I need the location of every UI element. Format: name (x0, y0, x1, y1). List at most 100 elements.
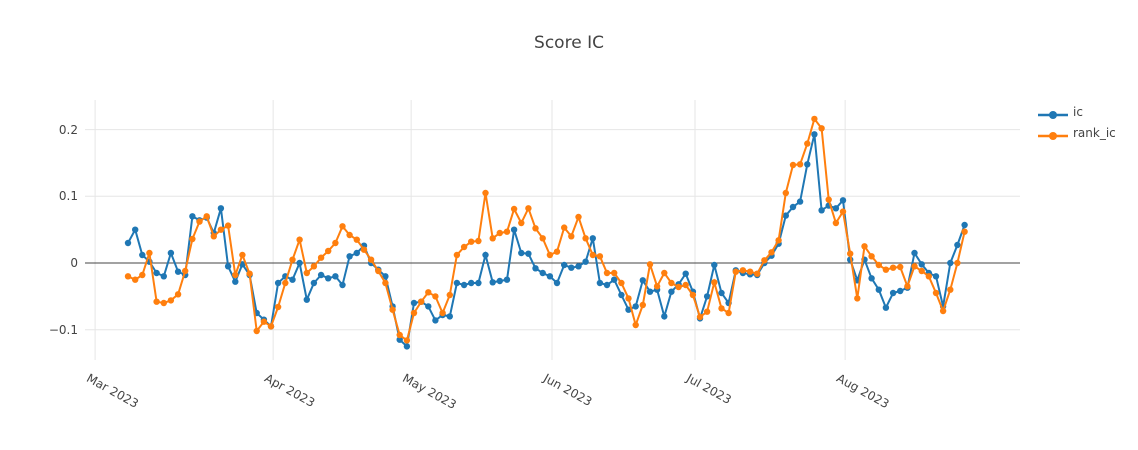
rank_ic-marker (639, 301, 646, 309)
ic-marker (525, 250, 532, 257)
rank_ic-marker (267, 323, 275, 330)
rank_ic-marker (189, 235, 196, 243)
ic-marker (217, 205, 225, 212)
rank_ic-marker (510, 205, 518, 213)
ic-marker (575, 263, 582, 270)
ic-marker (432, 317, 439, 324)
rank_ic-marker (482, 189, 489, 197)
rank_ic-marker (182, 267, 189, 275)
rank_ic-marker (360, 246, 368, 253)
rank_ic-marker (961, 228, 968, 235)
rank_ic-marker (811, 115, 818, 123)
rank_ic-marker (174, 291, 182, 298)
ic-marker (911, 249, 918, 257)
rank_ic-marker (875, 261, 882, 269)
rank_ic-marker (553, 248, 561, 255)
ic-marker (804, 161, 811, 168)
ic-marker (274, 279, 282, 287)
rank_ic-marker (346, 231, 353, 239)
rank_ic-marker (396, 331, 403, 339)
rank_ic-marker (725, 309, 732, 317)
ic-marker (239, 261, 246, 268)
rank_ic-marker (260, 318, 268, 325)
rank_ic-marker (196, 218, 203, 225)
rank_ic-marker (775, 237, 782, 244)
legend-item-rank-ic[interactable]: rank_ic (1038, 122, 1116, 143)
ic-marker (782, 212, 789, 219)
ic-marker (332, 273, 339, 280)
rank_ic-marker (882, 266, 890, 273)
y-tick-label: 0.1 (58, 189, 78, 204)
ic-series[interactable] (124, 131, 968, 350)
rank_ic-marker (546, 251, 554, 259)
rank_ic-marker (854, 295, 861, 302)
rank_ic-marker (732, 268, 739, 275)
rank_ic-marker (782, 189, 789, 197)
rank_ic-marker (939, 307, 947, 315)
ic-marker (789, 203, 797, 211)
rank_ic-marker (389, 306, 396, 313)
rank_ic-marker (325, 247, 332, 255)
rank_ic-marker (596, 253, 604, 260)
rank_ic-marker (839, 208, 847, 215)
rank_ic-marker (224, 222, 232, 229)
rank_ic-marker (382, 279, 389, 287)
ic-marker (889, 289, 897, 297)
rank_ic-marker (696, 313, 704, 321)
rank_ic-marker (139, 271, 146, 279)
rank_ic-marker (532, 225, 539, 232)
legend-label-ic: ic (1073, 104, 1083, 119)
rank_ic-marker (796, 161, 804, 168)
ic-marker (954, 241, 961, 249)
ic-marker (489, 279, 496, 286)
ic-marker (346, 253, 353, 260)
rank_ic-marker (525, 205, 532, 212)
rank_ic-marker (703, 308, 711, 315)
rank_ic-marker (582, 235, 589, 242)
ic-marker (382, 273, 389, 280)
rank_ic-marker (868, 253, 875, 260)
ic-marker (918, 261, 925, 268)
rank_ic-marker (353, 236, 360, 243)
rank_ic-marker (768, 249, 775, 256)
ic-marker (947, 259, 954, 267)
ic-marker (875, 286, 882, 293)
ic-marker (646, 288, 654, 295)
ic-marker (224, 263, 232, 270)
rank_ic-marker (418, 298, 425, 305)
legend: ic rank_ic (1038, 101, 1116, 143)
ic-marker (589, 235, 596, 242)
rank_ic-marker (818, 125, 825, 132)
rank_ic-marker (239, 251, 246, 259)
rank_ic-marker (274, 303, 282, 311)
rank_ic-marker (303, 269, 310, 277)
ic-marker (639, 277, 646, 284)
rank_ic-marker (861, 243, 868, 250)
ic-marker (596, 279, 604, 287)
ic-marker (468, 279, 475, 287)
ic-marker (711, 261, 718, 269)
legend-item-ic[interactable]: ic (1038, 101, 1116, 122)
ic-marker (189, 213, 196, 220)
ic-marker (446, 313, 453, 320)
rank_ic-marker (367, 256, 375, 263)
rank_ic-marker (682, 281, 689, 289)
ic-marker (518, 249, 525, 257)
ic-marker (460, 281, 468, 289)
rank_ic-series[interactable] (124, 115, 968, 344)
ic-line (127, 134, 966, 349)
rank_ic-marker (503, 228, 511, 235)
ic-marker (553, 279, 561, 287)
rank_ic-marker (589, 251, 596, 259)
ic-marker (317, 271, 325, 279)
rank_ic-marker (289, 256, 296, 263)
ic-marker (882, 304, 890, 311)
rank_ic-marker (668, 279, 675, 287)
rank_ic-marker (561, 224, 568, 231)
ic-marker (561, 261, 568, 269)
rank_ic-marker (804, 140, 811, 147)
y-tick-label: 0.2 (58, 122, 78, 137)
ic-marker (303, 296, 310, 303)
